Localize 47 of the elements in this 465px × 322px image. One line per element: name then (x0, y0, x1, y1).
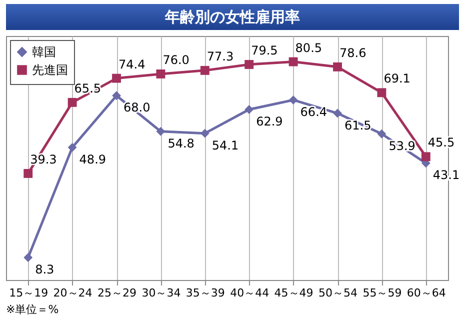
point (156, 69, 166, 78)
data-label: 62.9 (256, 114, 283, 128)
data-label: 78.6 (340, 46, 366, 60)
data-label: 77.3 (206, 49, 234, 64)
x-tick-label: 55～59 (362, 286, 402, 300)
point (288, 96, 298, 104)
text: ※単位＝% (6, 302, 59, 317)
data-label: 45.5 (428, 136, 455, 150)
data-label: 76.0 (162, 52, 190, 67)
data-label: 66.4 (300, 104, 328, 119)
point (333, 62, 342, 72)
point (377, 129, 386, 138)
data-label: 69.1 (384, 72, 410, 86)
data-label: 54.1 (212, 138, 239, 152)
data-label: 8.3 (35, 262, 54, 276)
data-label: 48.9 (79, 152, 106, 166)
x-tick-label: 45～49 (274, 286, 314, 300)
point (24, 168, 33, 178)
point (377, 88, 386, 98)
x-tick-label: 20～24 (53, 286, 92, 300)
data-label: 54.8 (168, 136, 194, 150)
x-tick-label: 15～19 (9, 286, 48, 300)
point (68, 142, 77, 152)
point (333, 108, 342, 118)
point (24, 253, 33, 262)
point (68, 98, 77, 107)
x-tick-label: 25～29 (98, 286, 136, 300)
legend-label: 先進国 (32, 63, 68, 77)
legend-label: 韓国 (32, 45, 56, 59)
x-tick-label: 60～64 (406, 286, 446, 300)
point (244, 60, 254, 69)
chart-title: 年齢別の女性雇用率 (6, 4, 459, 30)
x-tick-label: 35～39 (186, 286, 225, 300)
point (421, 152, 430, 162)
x-tick-label: 40～44 (230, 286, 270, 300)
point (156, 126, 166, 136)
data-label: 80.5 (295, 40, 322, 55)
point (112, 91, 121, 100)
x-tick-label: 30～34 (142, 286, 181, 300)
data-label: 79.5 (251, 43, 278, 58)
point (200, 66, 210, 75)
point (244, 105, 254, 114)
point (112, 74, 121, 83)
point (288, 57, 298, 66)
x-tick-label: 50～54 (318, 286, 358, 300)
data-label: 74.4 (118, 57, 146, 72)
data-label: 43.1 (432, 168, 460, 182)
